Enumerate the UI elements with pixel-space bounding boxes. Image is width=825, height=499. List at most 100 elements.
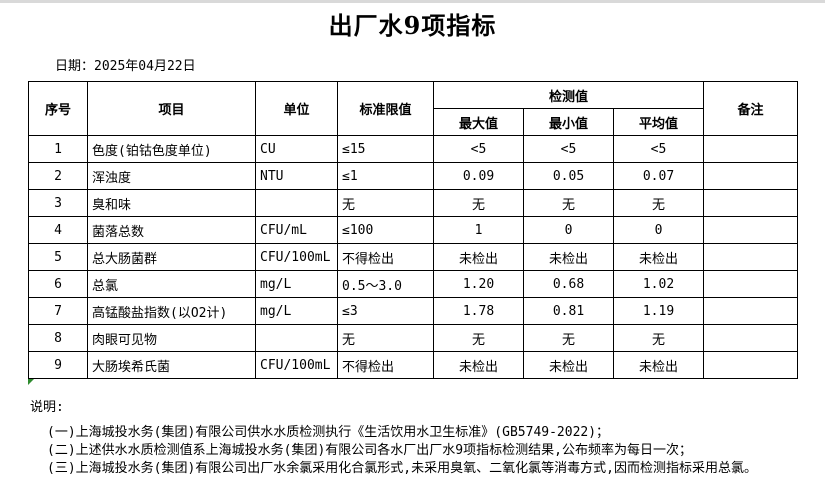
cell-avg: 未检出 [613, 351, 704, 379]
table-row: 9 大肠埃希氏菌 CFU/100mL 不得检出 未检出 未检出 未检出 [28, 351, 798, 379]
table-row: 8 肉眼可见物无无无无 [28, 324, 798, 352]
cell-item: 肉眼可见物 [87, 324, 256, 352]
cell-remark [703, 189, 798, 217]
table-header: 序号 项目 单位 标准限值 检测值 备注 最大值 最小值 平均值 [28, 81, 798, 136]
header-min: 最小值 [523, 108, 614, 136]
cell-seq: 7 [28, 297, 88, 325]
cell-seq: 2 [28, 162, 88, 190]
indicators-table: 序号 项目 单位 标准限值 检测值 备注 最大值 最小值 平均值 1 色度(铂钴色… [28, 81, 798, 379]
cell-unit: NTU [255, 162, 338, 190]
cell-seq: 9 [28, 351, 88, 379]
header-detection: 检测值 [433, 81, 704, 109]
note-line: (三)上海城投水务(集团)有限公司出厂水余氯采用化合氯形式,未采用臭氧、二氧化氯… [47, 461, 757, 476]
cell-seq: 1 [28, 135, 88, 163]
cell-unit [255, 324, 338, 352]
cell-item: 高锰酸盐指数(以O2计) [87, 297, 256, 325]
header-max: 最大值 [433, 108, 524, 136]
cell-min: 0.68 [523, 270, 614, 298]
header-unit: 单位 [255, 81, 338, 136]
table-body: 1 色度(铂钴色度单位) CU ≤15 <5 <5 <5 2 浑浊度 NTU ≤1 0.09 0.05 0… [28, 135, 798, 379]
cell-unit: CFU/100mL [255, 243, 338, 271]
cell-max: 无 [433, 324, 524, 352]
cell-item: 大肠埃希氏菌 [87, 351, 256, 379]
cell-unit: CFU/mL [255, 216, 338, 244]
notes-label: 说明: [30, 400, 64, 415]
cell-avg: <5 [613, 135, 704, 163]
cell-avg: 1.19 [613, 297, 704, 325]
table-row: 2 浑浊度 NTU ≤1 0.09 0.05 0.07 [28, 162, 798, 190]
cell-max: 未检出 [433, 351, 524, 379]
date-label: 日期：2025年04月22日 [55, 59, 196, 74]
cell-limit: 0.5～3.0 [337, 270, 434, 298]
cell-item: 浑浊度 [87, 162, 256, 190]
cell-min: 未检出 [523, 351, 614, 379]
cell-unit: CU [255, 135, 338, 163]
cell-limit: 无 [337, 324, 434, 352]
cell-max: 1 [433, 216, 524, 244]
note-line: (二)上述供水水质检测值系上海城投水务(集团)有限公司各水厂出厂水9项指标检测结… [47, 443, 692, 458]
cell-max: 未检出 [433, 243, 524, 271]
table-row: 5 总大肠菌群 CFU/100mL 不得检出 未检出 未检出 未检出 [28, 243, 798, 271]
cell-unit: CFU/100mL [255, 351, 338, 379]
cell-item: 臭和味 [87, 189, 256, 217]
cell-max: 1.78 [433, 297, 524, 325]
cell-remark [703, 270, 798, 298]
cell-limit: ≤100 [337, 216, 434, 244]
cell-seq: 4 [28, 216, 88, 244]
cell-remark [703, 351, 798, 379]
note-line: (一)上海城投水务(集团)有限公司供水水质检测执行《生活饮用水卫生标准》(GB5… [47, 425, 610, 440]
cell-avg: 1.02 [613, 270, 704, 298]
cell-seq: 8 [28, 324, 88, 352]
table-row: 6 总氯 mg/L 0.5～3.0 1.20 0.68 1.02 [28, 270, 798, 298]
cell-min: 未检出 [523, 243, 614, 271]
table-row: 4 菌落总数 CFU/mL ≤100 1 0 0 [28, 216, 798, 244]
cell-limit: 不得检出 [337, 351, 434, 379]
header-remark: 备注 [703, 81, 798, 136]
header-limit: 标准限值 [337, 81, 434, 136]
cell-max: <5 [433, 135, 524, 163]
cell-remark [703, 243, 798, 271]
notes-lines: (一)上海城投水务(集团)有限公司供水水质检测执行《生活饮用水卫生标准》(GB5… [47, 424, 757, 478]
cell-max: 0.09 [433, 162, 524, 190]
cell-item: 总大肠菌群 [87, 243, 256, 271]
cell-remark [703, 162, 798, 190]
header-seq: 序号 [28, 81, 88, 136]
cell-avg: 无 [613, 189, 704, 217]
header-item: 项目 [87, 81, 256, 136]
cell-limit: ≤1 [337, 162, 434, 190]
cell-avg: 0.07 [613, 162, 704, 190]
cell-max: 无 [433, 189, 524, 217]
cell-unit: mg/L [255, 297, 338, 325]
cell-item: 色度(铂钴色度单位) [87, 135, 256, 163]
window-top-strip [0, 0, 825, 3]
cell-min: 0.05 [523, 162, 614, 190]
cell-remark [703, 297, 798, 325]
cell-seq: 6 [28, 270, 88, 298]
cell-item: 总氯 [87, 270, 256, 298]
cell-limit: ≤15 [337, 135, 434, 163]
cell-remark [703, 135, 798, 163]
cell-limit: 不得检出 [337, 243, 434, 271]
cell-min: 0.81 [523, 297, 614, 325]
cell-limit: 无 [337, 189, 434, 217]
cell-avg: 无 [613, 324, 704, 352]
cell-remark [703, 324, 798, 352]
cell-seq: 3 [28, 189, 88, 217]
table-row: 7 高锰酸盐指数(以O2计) mg/L ≤3 1.78 0.81 1.19 [28, 297, 798, 325]
table-row: 3 臭和味无无无无 [28, 189, 798, 217]
cell-avg: 0 [613, 216, 704, 244]
cell-min: 0 [523, 216, 614, 244]
cell-limit: ≤3 [337, 297, 434, 325]
header-avg: 平均值 [613, 108, 704, 136]
cell-avg: 未检出 [613, 243, 704, 271]
cell-item: 菌落总数 [87, 216, 256, 244]
cell-unit [255, 189, 338, 217]
page-title: 出厂水9项指标 [328, 11, 497, 40]
cell-max: 1.20 [433, 270, 524, 298]
cell-remark [703, 216, 798, 244]
table-row: 1 色度(铂钴色度单位) CU ≤15 <5 <5 <5 [28, 135, 798, 163]
cell-seq: 5 [28, 243, 88, 271]
green-corner-marker-icon [28, 379, 34, 385]
cell-min: 无 [523, 324, 614, 352]
cell-unit: mg/L [255, 270, 338, 298]
